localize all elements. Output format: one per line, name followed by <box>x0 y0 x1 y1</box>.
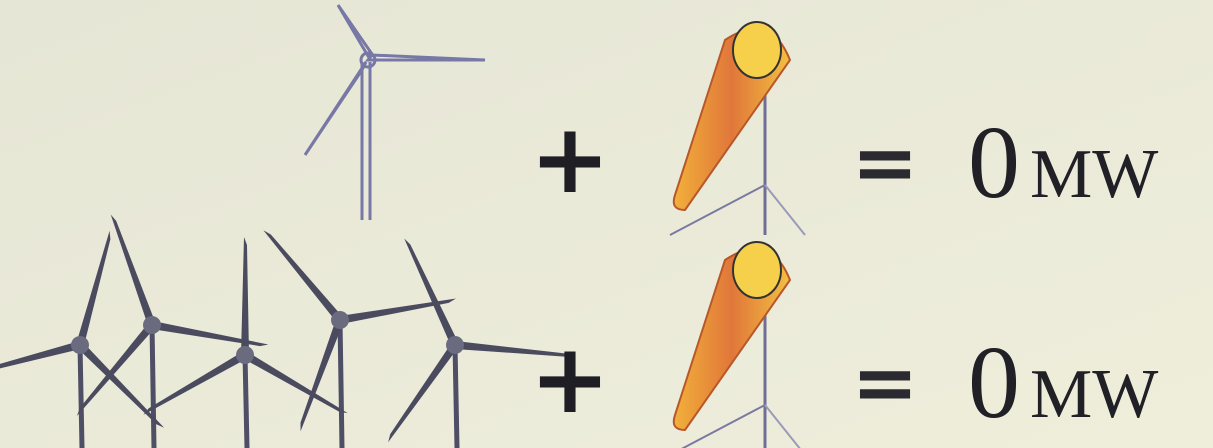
meme: + = 0 MW + = 0 MW <box>0 0 1213 448</box>
equals-sign: = <box>851 116 918 209</box>
plus-sign: + <box>530 103 610 215</box>
amount: 0 <box>968 105 1020 220</box>
equals-sign: = <box>851 336 918 429</box>
amount: 0 <box>968 325 1020 440</box>
unit: MW <box>1030 356 1158 433</box>
page: + = 0 MW + = 0 MW (() => { const data = … <box>0 0 1213 448</box>
plus-sign: + <box>530 323 610 435</box>
unit: MW <box>1030 136 1158 213</box>
